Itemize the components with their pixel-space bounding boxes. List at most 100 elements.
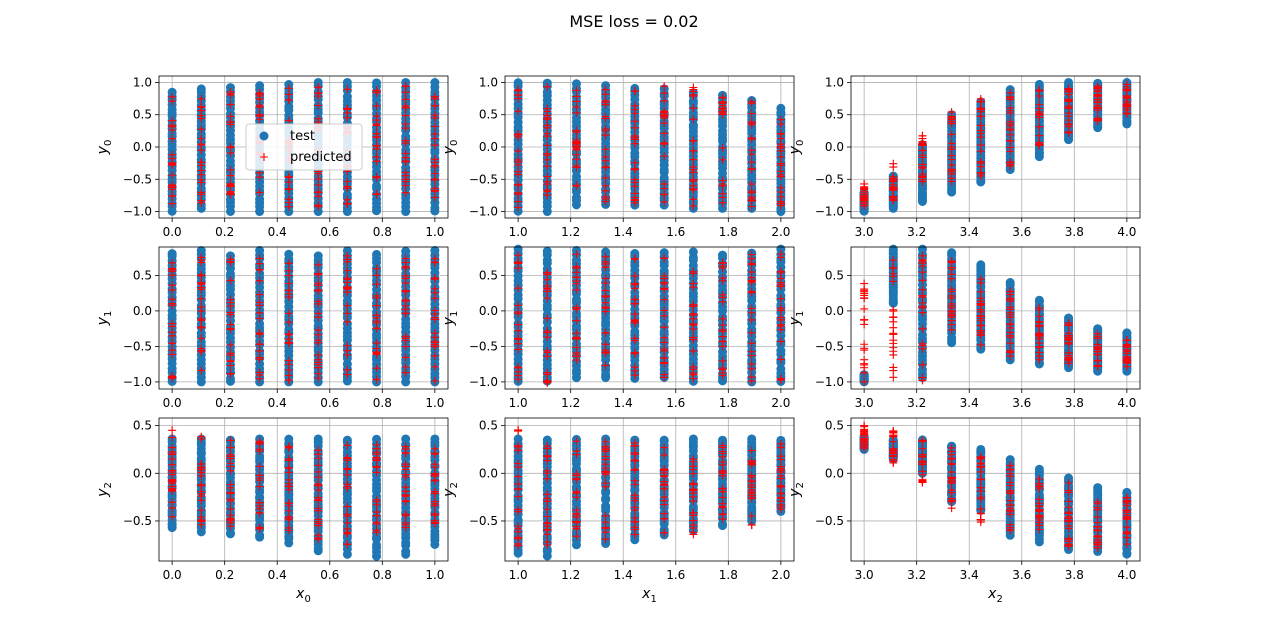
x-tick-label: 0.0: [163, 225, 182, 239]
predicted-point: [1093, 538, 1102, 547]
predicted-point: [976, 133, 985, 142]
predicted-point: [747, 328, 756, 337]
predicted-point: [1093, 350, 1102, 359]
predicted-point: [747, 135, 756, 144]
predicted-point: [284, 506, 293, 515]
predicted-point: [401, 470, 410, 479]
predicted-point: [976, 171, 985, 180]
predicted-point: [314, 486, 323, 495]
predicted-point: [197, 178, 206, 187]
x-tick-label: 3.4: [960, 225, 979, 239]
predicted-point: [601, 145, 610, 154]
predicted-point: [314, 281, 323, 290]
predicted-point: [976, 147, 985, 156]
predicted-point: [976, 504, 985, 513]
axes-frame: [158, 75, 449, 219]
y-tick-label: −0.5: [815, 339, 844, 353]
predicted-point: [197, 435, 206, 444]
test-point: [747, 434, 757, 444]
predicted-point: [918, 437, 927, 446]
predicted-point: [372, 453, 381, 462]
predicted-point: [1035, 479, 1044, 488]
predicted-point: [718, 179, 727, 188]
predicted-point: [1122, 510, 1131, 519]
predicted-point: [430, 101, 439, 110]
predicted-point: [430, 275, 439, 284]
predicted-point: [514, 524, 523, 533]
predicted-point: [918, 339, 927, 348]
predicted-point: [660, 514, 669, 523]
predicted-point: [430, 351, 439, 360]
predicted-point: [543, 172, 552, 181]
test-point: [167, 249, 177, 259]
test-point: [1093, 324, 1103, 334]
x-tick-label: 4.0: [1117, 568, 1136, 582]
predicted-point: [572, 489, 581, 498]
predicted-point: [601, 482, 610, 491]
predicted-point: [226, 276, 235, 285]
predicted-point: [1035, 505, 1044, 514]
predicted-point: [197, 102, 206, 111]
predicted-point: [226, 466, 235, 475]
predicted-point: [889, 317, 898, 326]
predicted-point: [918, 137, 927, 146]
test-point: [225, 83, 235, 93]
predicted-point: [314, 531, 323, 540]
test-point: [1005, 278, 1015, 287]
predicted-point: [889, 431, 898, 440]
predicted-point: [1035, 512, 1044, 521]
predicted-point: [660, 184, 669, 193]
predicted-point: [776, 172, 785, 181]
predicted-point: [776, 140, 785, 149]
predicted-point: [1006, 310, 1015, 319]
x-axis-label: x1: [641, 586, 657, 605]
predicted-point: [718, 297, 727, 306]
predicted-point: [284, 259, 293, 268]
predicted-point: [689, 104, 698, 113]
test-point: [542, 544, 552, 554]
predicted-point: [226, 90, 235, 99]
predicted-point: [255, 437, 264, 446]
predicted-point: [630, 87, 639, 96]
test-point: [1122, 487, 1132, 497]
predicted-point: [372, 129, 381, 138]
subplot-0-2: 3.0 3.2 3.4 3.6 3.8 4.0−1.0−0.50.00.51.0y0: [787, 75, 1141, 239]
predicted-point: [1006, 104, 1015, 113]
predicted-point: [514, 441, 523, 450]
predicted-point: [572, 474, 581, 483]
predicted-point: [168, 372, 177, 381]
predicted-point: [918, 291, 927, 300]
predicted-point: [601, 173, 610, 182]
predicted-point: [168, 322, 177, 331]
predicted-point: [314, 355, 323, 364]
predicted-point: [1035, 109, 1044, 118]
x-tick-label: 1.0: [509, 225, 528, 239]
test-point: [601, 501, 611, 511]
predicted-point: [660, 345, 669, 354]
predicted-point: [718, 155, 727, 164]
predicted-point: [430, 463, 439, 472]
x-tick-label: 0.8: [373, 568, 392, 582]
predicted-point: [601, 340, 610, 349]
y-tick-label: 0.5: [479, 419, 498, 433]
predicted-point: [284, 515, 293, 524]
predicted-point: [168, 450, 177, 459]
predicted-point: [255, 173, 264, 182]
predicted-point: [226, 324, 235, 333]
predicted-point: [947, 165, 956, 174]
predicted-point: [601, 307, 610, 316]
predicted-point: [718, 321, 727, 330]
test-point: [342, 246, 352, 256]
predicted-point: [1093, 526, 1102, 535]
predicted-point: [401, 497, 410, 506]
predicted-point: [776, 304, 785, 313]
predicted-point: [860, 294, 869, 303]
y-tick-label: −0.5: [123, 514, 152, 528]
predicted-point: [747, 459, 756, 468]
predicted-point: [372, 468, 381, 477]
predicted-point: [1064, 359, 1073, 368]
predicted-point: [372, 116, 381, 125]
predicted-point: [747, 287, 756, 296]
